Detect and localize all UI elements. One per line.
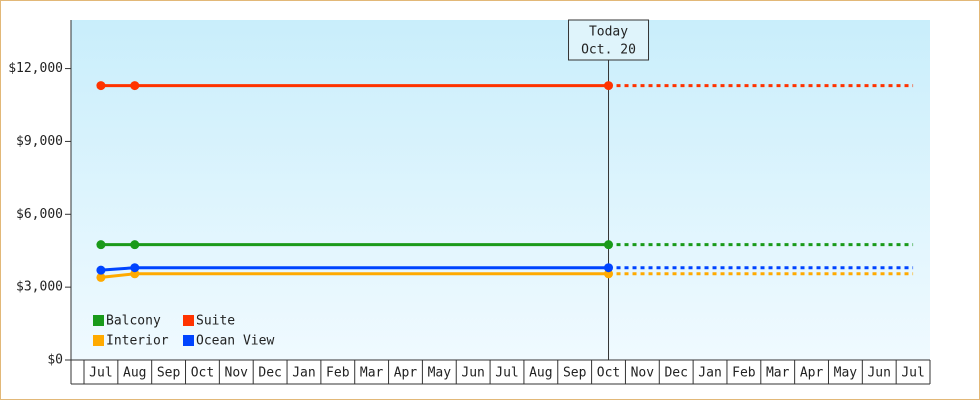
legend-label: Interior [106,334,169,349]
y-tick-label: $6,000 [16,207,63,222]
x-tick-label: Jul [495,366,518,381]
legend-label: Ocean View [196,334,274,349]
series-line [100,266,609,272]
x-tick-label: Jan [698,366,721,381]
x-tick-label: Oct [191,366,214,381]
y-tick-label: $0 [47,353,63,368]
point [96,272,106,282]
x-tick-label: Apr [394,366,418,381]
x-tick-label: Jun [867,366,890,381]
legend-swatch [183,315,194,326]
point [130,81,140,91]
y-tick-label: $9,000 [16,134,63,149]
x-tick-label: Jun [461,366,484,381]
legend-label: Balcony [106,314,161,329]
today-date: Oct. 20 [581,43,636,58]
x-tick-label: Jul [89,366,112,381]
point [96,240,106,250]
x-tick-label: Sep [563,366,587,381]
today-box [568,19,650,61]
x-tick-label: Sep [157,366,181,381]
x-tick-label: Oct [597,366,620,381]
x-tick-label: Dec [664,366,687,381]
y-tick-label: $12,000 [8,61,63,76]
x-tick-label: Mar [360,366,384,381]
point [96,265,106,275]
legend-swatch [93,315,104,326]
x-tick-label: Aug [123,366,146,381]
today-label: Today [589,25,628,40]
x-tick-label: Dec [258,366,281,381]
x-tick-label: Nov [631,366,655,381]
point [604,263,614,273]
x-tick-label: Jul [901,366,924,381]
series-line [100,272,609,279]
point [130,240,140,250]
x-tick-label: Feb [326,366,350,381]
x-tick-label: Apr [800,366,824,381]
point [96,81,106,91]
point [130,263,140,273]
x-tick-label: Nov [225,366,249,381]
legend-swatch [93,335,104,346]
x-tick-label: May [834,366,858,381]
x-tick-label: Jan [292,366,315,381]
point [604,240,614,250]
y-tick-label: $3,000 [16,280,63,295]
plot-area [71,20,930,360]
x-tick-label: May [428,366,452,381]
legend-swatch [183,335,194,346]
x-tick-label: Mar [766,366,790,381]
legend-label: Suite [196,314,235,329]
point [604,81,614,91]
x-tick-label: Feb [732,366,756,381]
x-tick-label: Aug [529,366,552,381]
